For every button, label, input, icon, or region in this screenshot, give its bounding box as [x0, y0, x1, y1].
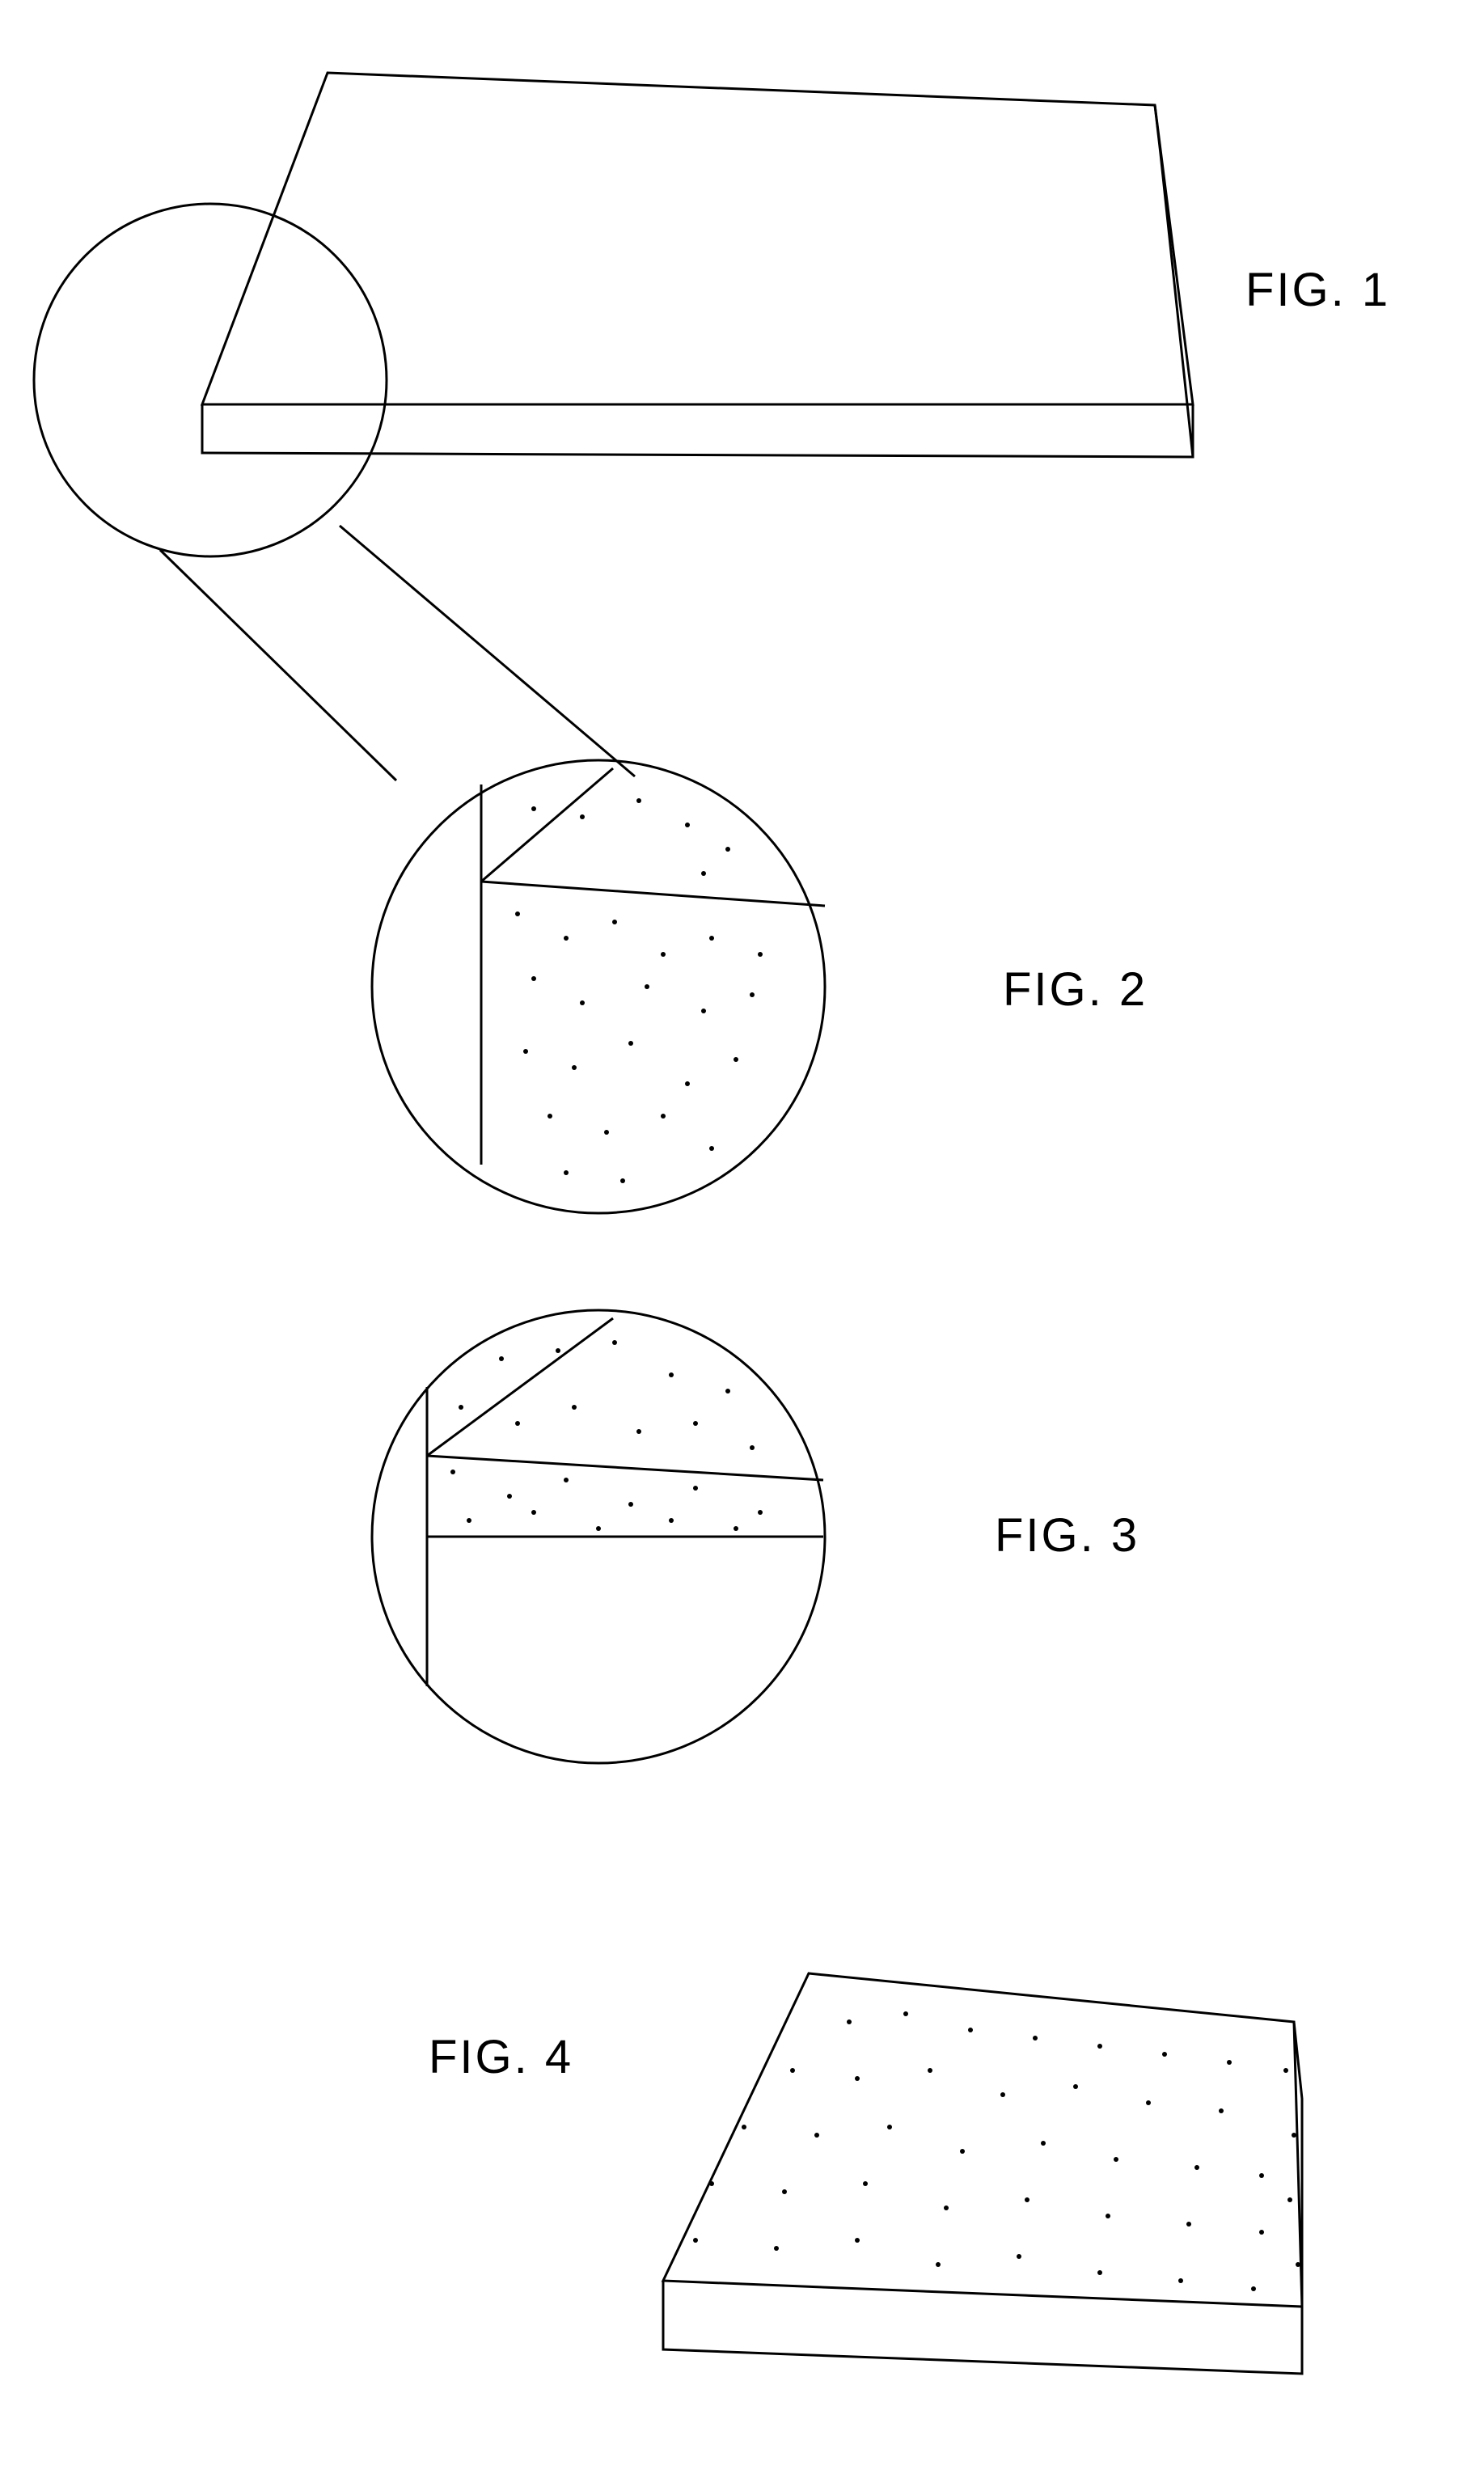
fig2-label: FIG. 2: [1003, 962, 1148, 1017]
fig2-detail: [372, 760, 825, 1213]
fig4-label: FIG. 4: [429, 2030, 573, 2084]
diagram-canvas: [0, 0, 1484, 2474]
fig3-label: FIG. 3: [995, 1508, 1139, 1563]
fig1-label: FIG. 1: [1245, 263, 1390, 317]
fig1-slab: [34, 73, 1193, 780]
fig4-slab: [663, 1973, 1302, 2374]
fig3-detail: [372, 1310, 825, 1763]
